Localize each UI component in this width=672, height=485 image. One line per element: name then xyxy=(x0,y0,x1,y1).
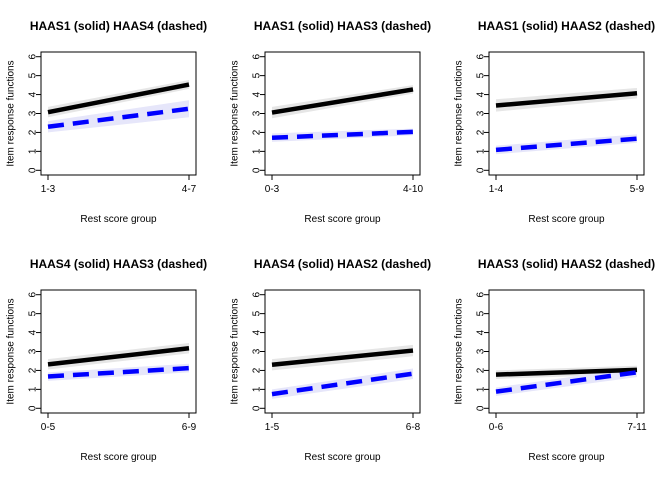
y-tick-label: 2 xyxy=(28,129,39,135)
y-tick-label: 2 xyxy=(476,129,487,135)
y-tick-label: 3 xyxy=(252,348,263,354)
confidence-band-dashed xyxy=(272,368,413,399)
y-tick-label: 0 xyxy=(28,167,39,173)
y-tick-label: 1 xyxy=(476,148,487,154)
x-tick-label: 6-9 xyxy=(182,422,197,433)
y-tick-label: 0 xyxy=(252,167,263,173)
x-tick-label: 1-5 xyxy=(265,422,280,433)
chart-panel-1: 0 1 2 3 4 5 6 1-3 4-7 HAAS1 (solid) HAAS4 (dashed… xyxy=(6,19,208,225)
y-tick-label: 5 xyxy=(476,72,487,78)
series-line-solid xyxy=(47,82,190,115)
x-tick-label: 1-4 xyxy=(489,184,504,195)
y-tick-label: 4 xyxy=(252,329,263,335)
y-tick-label: 4 xyxy=(476,91,487,97)
x-axis-label: Rest score group xyxy=(80,214,157,225)
y-axis-label: Item response functions xyxy=(230,298,241,404)
x-axis-label: Rest score group xyxy=(304,214,381,225)
chart-title: HAAS3 (solid) HAAS2 (dashed) xyxy=(478,257,655,271)
y-tick-label: 6 xyxy=(252,53,263,59)
plot-frame xyxy=(488,289,645,414)
y-tick-label: 5 xyxy=(28,72,39,78)
x-axis-label: Rest score group xyxy=(80,452,157,463)
y-axis-label: Item response functions xyxy=(454,298,465,404)
chart-panel-6: 0 1 2 3 4 5 6 0-6 7-11 HAAS3 (solid) HAAS2 (dashe… xyxy=(454,257,656,463)
y-tick-label: 1 xyxy=(28,148,39,154)
chart-panel-4: 0 1 2 3 4 5 6 0-5 6-9 HAAS4 (solid) HAAS3 (dashed… xyxy=(6,257,208,463)
y-tick-label: 5 xyxy=(476,310,487,316)
series-line-solid xyxy=(47,346,190,367)
series-line-solid xyxy=(271,348,414,367)
chart-title: HAAS1 (solid) HAAS3 (dashed) xyxy=(254,19,431,33)
y-tick-label: 3 xyxy=(476,348,487,354)
x-tick-label: 5-9 xyxy=(630,184,645,195)
x-tick-label: 7-11 xyxy=(627,422,647,433)
y-tick-label: 2 xyxy=(252,367,263,373)
x-tick-label: 4-7 xyxy=(182,184,197,195)
y-axis-label: Item response functions xyxy=(6,298,17,404)
y-tick-label: 2 xyxy=(28,367,39,373)
y-tick-label: 6 xyxy=(476,53,487,59)
chart-panel-5: 0 1 2 3 4 5 6 1-5 6-8 HAAS4 (solid) HAAS2 (dashed… xyxy=(230,257,432,463)
chart-title: HAAS4 (solid) HAAS2 (dashed) xyxy=(254,257,431,271)
chart-title: HAAS1 (solid) HAAS4 (dashed) xyxy=(30,19,207,33)
chart-panel-3: 0 1 2 3 4 5 6 1-4 5-9 HAAS1 (solid) HAAS2 (dashed… xyxy=(454,19,656,225)
chart-panel-2: 0 1 2 3 4 5 6 0-3 4-10 HAAS1 (solid) HAAS3 (dashe… xyxy=(230,19,432,225)
y-tick-label: 3 xyxy=(28,348,39,354)
chart-title: HAAS1 (solid) HAAS2 (dashed) xyxy=(478,19,655,33)
y-tick-label: 1 xyxy=(252,386,263,392)
x-axis-label: Rest score group xyxy=(304,452,381,463)
x-tick-label: 0-3 xyxy=(265,184,280,195)
x-tick-label: 0-6 xyxy=(489,422,504,433)
confidence-band-dashed xyxy=(272,128,413,142)
x-tick-label: 0-5 xyxy=(41,422,56,433)
y-tick-label: 6 xyxy=(252,291,263,297)
y-tick-label: 4 xyxy=(252,91,263,97)
y-tick-label: 6 xyxy=(476,291,487,297)
y-tick-label: 2 xyxy=(252,129,263,135)
y-tick-label: 6 xyxy=(28,291,39,297)
y-tick-label: 1 xyxy=(252,148,263,154)
series-line-solid xyxy=(495,90,638,108)
x-tick-label: 6-8 xyxy=(406,422,421,433)
y-tick-label: 6 xyxy=(28,53,39,59)
x-axis-label: Rest score group xyxy=(528,452,605,463)
x-axis-label: Rest score group xyxy=(528,214,605,225)
y-tick-label: 0 xyxy=(28,405,39,411)
confidence-band-dashed xyxy=(496,134,637,155)
y-axis-label: Item response functions xyxy=(454,60,465,166)
y-tick-label: 4 xyxy=(476,329,487,335)
y-tick-label: 3 xyxy=(28,110,39,116)
chart-title: HAAS4 (solid) HAAS3 (dashed) xyxy=(30,257,207,271)
y-tick-label: 5 xyxy=(252,310,263,316)
y-tick-label: 3 xyxy=(252,110,263,116)
y-tick-label: 0 xyxy=(476,167,487,173)
y-tick-label: 4 xyxy=(28,91,39,97)
y-tick-label: 4 xyxy=(28,329,39,335)
plot-frame xyxy=(488,51,645,176)
x-tick-label: 1-3 xyxy=(41,184,56,195)
y-tick-label: 5 xyxy=(28,310,39,316)
series-line-solid xyxy=(495,367,638,377)
y-axis-label: Item response functions xyxy=(6,60,17,166)
y-tick-label: 0 xyxy=(476,405,487,411)
x-tick-label: 4-10 xyxy=(403,184,423,195)
y-tick-label: 3 xyxy=(476,110,487,116)
y-tick-label: 5 xyxy=(252,72,263,78)
y-tick-label: 2 xyxy=(476,367,487,373)
y-axis-label: Item response functions xyxy=(230,60,241,166)
y-tick-label: 1 xyxy=(476,386,487,392)
series-line-solid xyxy=(271,87,414,115)
y-tick-label: 1 xyxy=(28,386,39,392)
y-tick-label: 0 xyxy=(252,405,263,411)
